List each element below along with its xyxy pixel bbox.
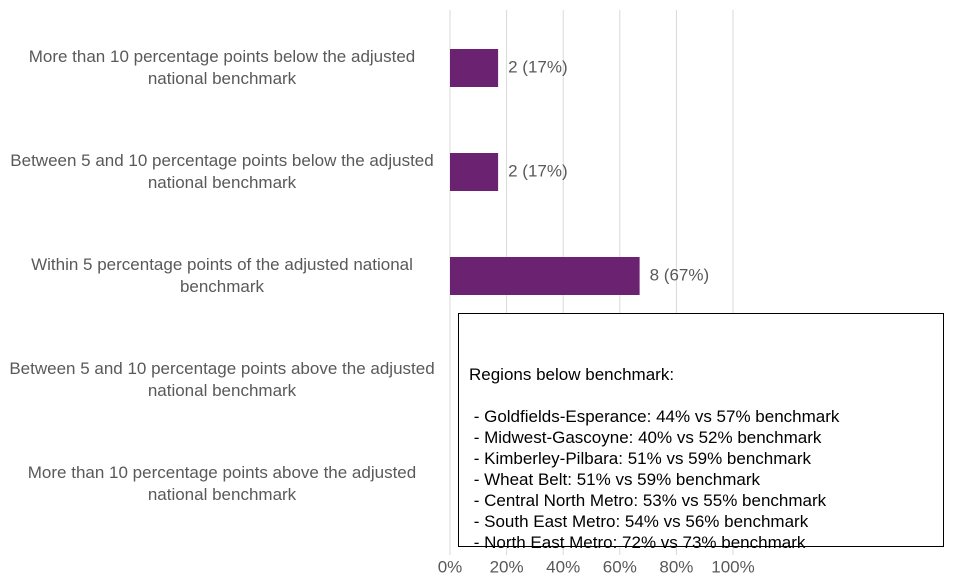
x-tick-label: 0% [438,557,463,576]
annotation-title: Regions below benchmark: [469,365,675,384]
annotation-line: - Wheat Belt: 51% vs 59% benchmark [469,470,761,489]
annotation-line: - South East Metro: 54% vs 56% benchmark [469,512,809,531]
x-tick-label: 40% [546,557,580,576]
data-label: 8 (67%) [650,265,710,284]
annotation-box: Regions below benchmark: - Goldfields-Es… [458,313,944,552]
annotation-line: - Kimberley-Pilbara: 51% vs 59% benchmar… [469,449,812,468]
annotation-line: - North East Metro: 72% vs 73% benchmark [469,533,806,552]
y-tick-label: More than 10 percentage points below the… [28,47,416,88]
annotation-line: - Central North Metro: 53% vs 55% benchm… [469,491,827,510]
x-tick-label: 100% [711,557,754,576]
annotation-line: - Goldfields-Esperance: 44% vs 57% bench… [469,407,840,426]
y-tick-label: More than 10 percentage points above the… [27,463,417,504]
x-tick-label: 60% [603,557,637,576]
bar [450,257,640,295]
data-label: 2 (17%) [508,161,568,180]
y-tick-label: Within 5 percentage points of the adjust… [31,255,413,296]
x-tick-label: 20% [490,557,524,576]
bar [450,153,499,191]
bar [450,49,499,87]
y-tick-label: Between 5 and 10 percentage points above… [9,359,435,400]
x-tick-label: 80% [659,557,693,576]
y-tick-label: Between 5 and 10 percentage points below… [10,151,434,192]
annotation-line: - Midwest-Gascoyne: 40% vs 52% benchmark [469,428,822,447]
data-label: 2 (17%) [508,57,568,76]
